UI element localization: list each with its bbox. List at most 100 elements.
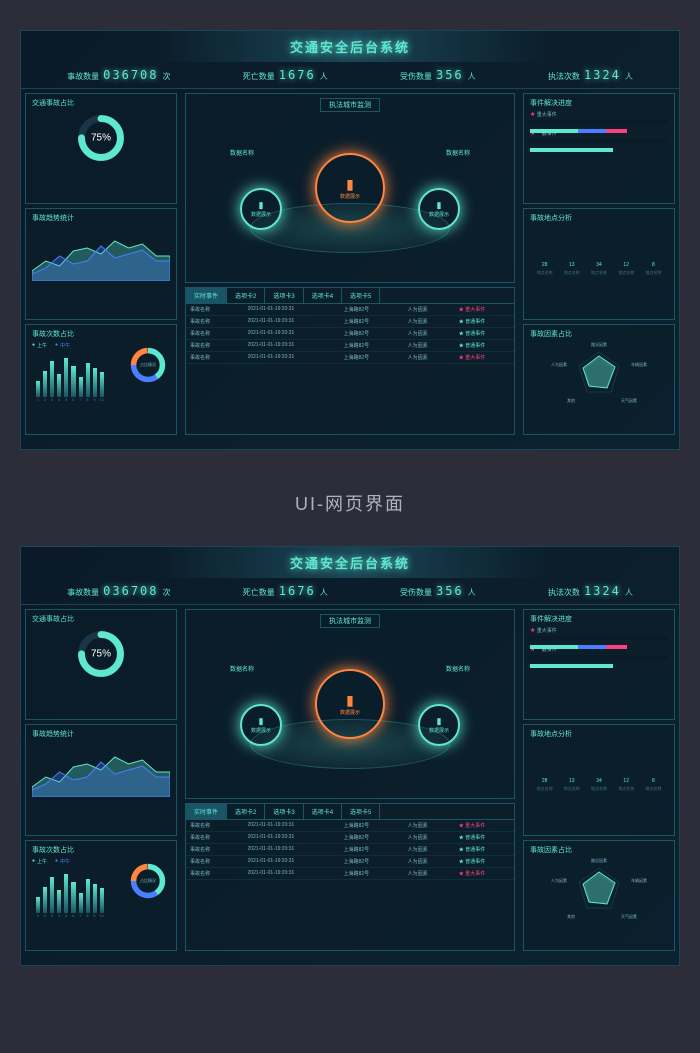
side-circle-label: 数据展示 bbox=[251, 211, 271, 218]
radar-label: 人为因素 bbox=[551, 878, 567, 884]
table-tab[interactable]: 选项卡5 bbox=[342, 288, 380, 303]
factor-panel: 事故因素占比 路况因素 车辆因素 天气因素 其他 人为因素 bbox=[523, 324, 675, 435]
radar-label: 其他 bbox=[567, 398, 575, 404]
donut-small-label: 占比情况 bbox=[140, 878, 156, 884]
data-label-left: 数据名称 bbox=[230, 148, 254, 157]
dashboard-title: 交通安全后台系统 bbox=[21, 31, 679, 62]
stat-unit: 人 bbox=[625, 587, 633, 598]
stat-item: 事故数量036708次 bbox=[67, 68, 170, 82]
table-tab[interactable]: 选项卡3 bbox=[265, 804, 303, 819]
bar bbox=[50, 877, 54, 912]
table-tabs: 实时事件选项卡2选项卡3选项卡4选项卡5 bbox=[186, 804, 514, 820]
side-circle-label: 数据展示 bbox=[429, 727, 449, 734]
bar bbox=[36, 897, 40, 913]
trend-panel: 事故趋势统计 bbox=[25, 724, 177, 835]
table-row[interactable]: 事故名称2021-01-01-19:20:31上海路82号人为因素★ 普通事件 bbox=[186, 832, 514, 844]
stat-unit: 人 bbox=[468, 71, 476, 82]
donut-chart: 75% bbox=[76, 113, 126, 163]
radar-label: 路况因素 bbox=[591, 858, 607, 864]
table-tab[interactable]: 实时事件 bbox=[186, 288, 227, 303]
donut-percent: 75% bbox=[91, 649, 111, 660]
building-icon: ▮ bbox=[346, 176, 354, 193]
legend-item: 中午 bbox=[55, 342, 70, 349]
donut-small-label: 占比情况 bbox=[140, 362, 156, 368]
table-tab[interactable]: 选项卡3 bbox=[265, 288, 303, 303]
data-label-left: 数据名称 bbox=[230, 664, 254, 673]
location-bar: 12地点名称 bbox=[616, 262, 637, 276]
location-bar: 13地点名称 bbox=[561, 778, 582, 792]
bar bbox=[36, 381, 40, 397]
count-panel: 事故次数占比 上午 中午 12345678910 占比情况 bbox=[25, 840, 177, 951]
right-column: 事件解决进度 ★ 重大事件★ 一般事件 事故地点分析 28地点名称13地点名称3… bbox=[519, 605, 679, 955]
left-column: 交通事故占比 75% 事故趋势统计 事故次数占比 bbox=[21, 605, 181, 955]
stat-unit: 人 bbox=[625, 71, 633, 82]
side-circle-right[interactable]: ▮ 数据展示 bbox=[418, 704, 460, 746]
table-tab[interactable]: 选项卡4 bbox=[304, 288, 342, 303]
progress-item: ★ 重大事件 bbox=[530, 111, 668, 124]
progress-panel: 事件解决进度 ★ 重大事件★ 一般事件 bbox=[523, 93, 675, 204]
caption: UI-网页界面 bbox=[20, 490, 680, 516]
bar bbox=[57, 890, 61, 913]
bar bbox=[86, 879, 90, 912]
stat-unit: 次 bbox=[163, 71, 171, 82]
table-tab[interactable]: 实时事件 bbox=[186, 804, 227, 819]
table-row[interactable]: 事故名称2021-01-01-19:20:31上海路82号人为因素★ 普通事件 bbox=[186, 340, 514, 352]
radar-label: 人为因素 bbox=[551, 362, 567, 368]
table-tabs: 实时事件选项卡2选项卡3选项卡4选项卡5 bbox=[186, 288, 514, 304]
table-row[interactable]: 事故名称2021-01-01-19:20:31上海路82号人为因素★ 重大事件 bbox=[186, 820, 514, 832]
table-row[interactable]: 事故名称2021-01-01-19:20:31上海路82号人为因素★ 普通事件 bbox=[186, 328, 514, 340]
radar-chart: 路况因素 车辆因素 天气因素 其他 人为因素 bbox=[569, 344, 629, 404]
main-circle[interactable]: ▮ 数据展示 bbox=[315, 153, 385, 223]
location-bar: 28地点名称 bbox=[534, 262, 555, 276]
location-bar: 34地点名称 bbox=[588, 262, 609, 276]
panel-title: 事件解决进度 bbox=[530, 98, 668, 108]
center-column: 执法城市监测 数据名称 数据名称 ▮ 数据展示 ▮ 数据展示 ▮ bbox=[181, 89, 519, 439]
trend-panel: 事故趋势统计 bbox=[25, 208, 177, 319]
bar bbox=[93, 884, 97, 913]
main-circle[interactable]: ▮ 数据展示 bbox=[315, 669, 385, 739]
table-body: 事故名称2021-01-01-19:20:31上海路82号人为因素★ 重大事件事… bbox=[186, 304, 514, 364]
table-tab[interactable]: 选项卡4 bbox=[304, 804, 342, 819]
stat-value: 356 bbox=[436, 68, 464, 82]
bar bbox=[93, 368, 97, 397]
location-panel: 事故地点分析 28地点名称13地点名称34地点名称12地点名称8地点名称 bbox=[523, 724, 675, 835]
table-row[interactable]: 事故名称2021-01-01-19:20:31上海路82号人为因素★ 重大事件 bbox=[186, 868, 514, 880]
location-bar: 34地点名称 bbox=[588, 778, 609, 792]
bar bbox=[71, 366, 75, 397]
small-donut: 占比情况 bbox=[128, 345, 168, 385]
side-circle-left[interactable]: ▮ 数据展示 bbox=[240, 704, 282, 746]
table-row[interactable]: 事故名称2021-01-01-19:20:31上海路82号人为因素★ 重大事件 bbox=[186, 304, 514, 316]
stat-value: 036708 bbox=[103, 68, 158, 82]
event-table: 实时事件选项卡2选项卡3选项卡4选项卡5 事故名称2021-01-01-19:2… bbox=[185, 287, 515, 435]
table-tab[interactable]: 选项卡2 bbox=[227, 804, 265, 819]
bar-chart bbox=[32, 352, 108, 397]
table-tab[interactable]: 选项卡2 bbox=[227, 288, 265, 303]
location-bars: 28地点名称13地点名称34地点名称12地点名称8地点名称 bbox=[530, 226, 668, 276]
side-circle-label: 数据展示 bbox=[251, 727, 271, 734]
dashboard-preview-2: 交通安全后台系统 事故数量036708次死亡数量1676人受伤数量356人执法次… bbox=[20, 546, 680, 966]
panel-title: 交通事故占比 bbox=[32, 614, 170, 624]
main-circle-label: 数据展示 bbox=[340, 709, 360, 716]
side-circle-right[interactable]: ▮ 数据展示 bbox=[418, 188, 460, 230]
stat-item: 受伤数量356人 bbox=[400, 68, 476, 82]
table-row[interactable]: 事故名称2021-01-01-19:20:31上海路82号人为因素★ 普通事件 bbox=[186, 316, 514, 328]
area-chart bbox=[32, 226, 170, 281]
table-row[interactable]: 事故名称2021-01-01-19:20:31上海路82号人为因素★ 普通事件 bbox=[186, 844, 514, 856]
radar-label: 天气因素 bbox=[621, 398, 637, 404]
stat-item: 受伤数量356人 bbox=[400, 584, 476, 598]
location-bar: 13地点名称 bbox=[561, 262, 582, 276]
side-circle-label: 数据展示 bbox=[429, 211, 449, 218]
radar-label: 天气因素 bbox=[621, 914, 637, 920]
table-tab[interactable]: 选项卡5 bbox=[342, 804, 380, 819]
table-row[interactable]: 事故名称2021-01-01-19:20:31上海路82号人为因素★ 重大事件 bbox=[186, 352, 514, 364]
panel-title: 事故地点分析 bbox=[530, 729, 668, 739]
panel-title: 事故地点分析 bbox=[530, 213, 668, 223]
table-row[interactable]: 事故名称2021-01-01-19:20:31上海路82号人为因素★ 普通事件 bbox=[186, 856, 514, 868]
side-circle-left[interactable]: ▮ 数据展示 bbox=[240, 188, 282, 230]
stat-row: 事故数量036708次死亡数量1676人受伤数量356人执法次数1324人 bbox=[21, 62, 679, 89]
panel-title: 事故趋势统计 bbox=[32, 729, 170, 739]
main-circle-label: 数据展示 bbox=[340, 193, 360, 200]
stat-value: 1324 bbox=[584, 584, 621, 598]
stat-label: 死亡数量 bbox=[243, 587, 275, 598]
donut-chart: 75% bbox=[76, 629, 126, 679]
